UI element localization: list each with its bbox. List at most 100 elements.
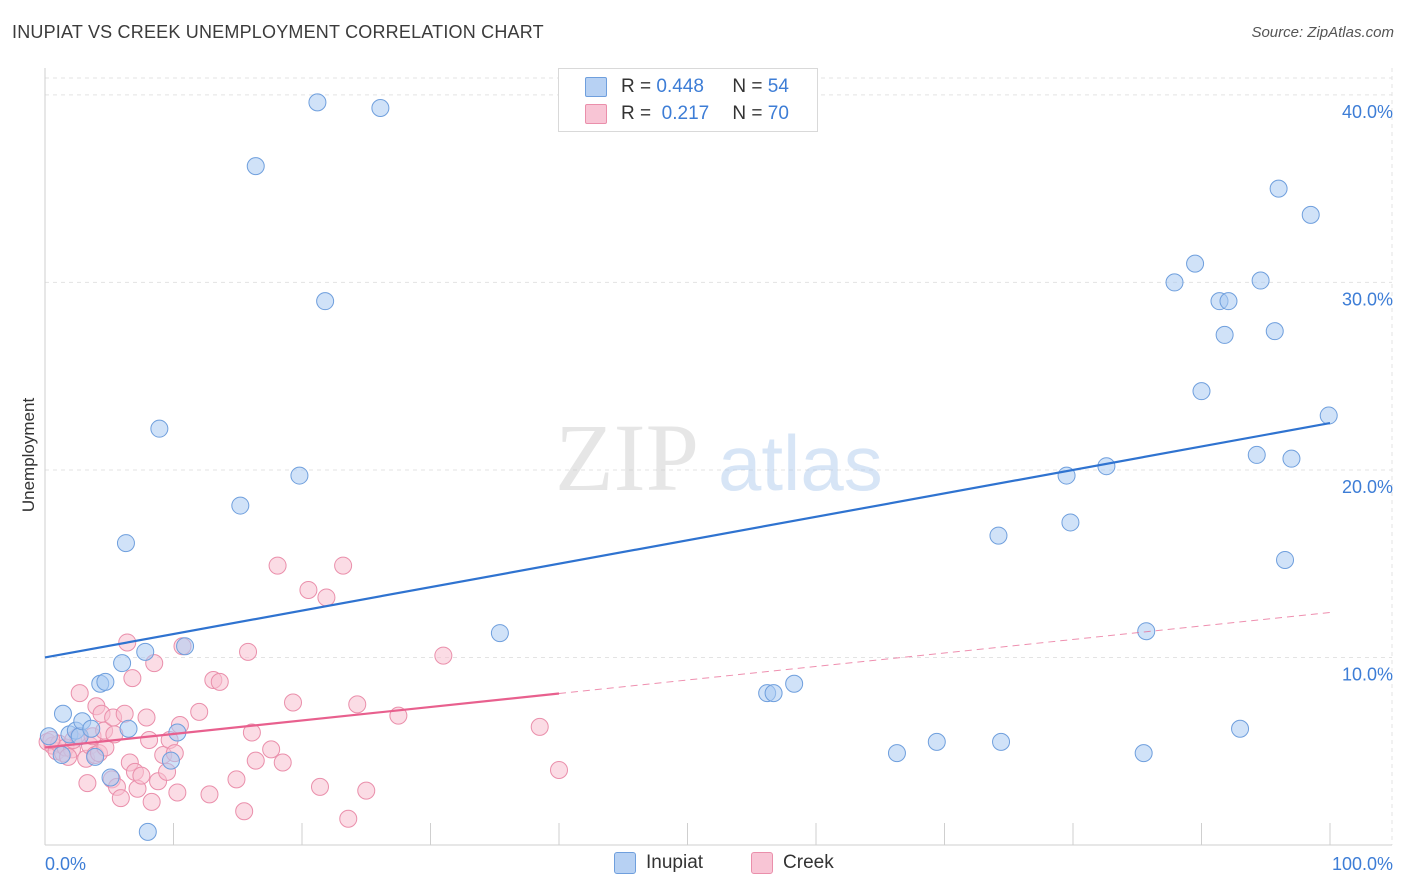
inupiat-point xyxy=(1282,449,1301,468)
inupiat-point xyxy=(161,751,180,770)
creek-point xyxy=(168,783,187,802)
legend-n-label: N = xyxy=(732,76,763,97)
inupiat-point xyxy=(96,672,115,691)
creek-point xyxy=(434,646,453,665)
inupiat-point xyxy=(82,719,101,738)
y-axis-label: Unemployment xyxy=(19,398,38,513)
creek-point xyxy=(235,802,254,821)
inupiat-point xyxy=(785,674,804,693)
inupiat-point xyxy=(1319,406,1338,425)
creek-points xyxy=(38,556,568,828)
legend-swatch-creek xyxy=(751,852,774,874)
inupiat-point xyxy=(1097,457,1116,476)
creek-point xyxy=(357,781,376,800)
y-tick-label: 20.0% xyxy=(1342,477,1393,497)
legend-label-creek: Creek xyxy=(783,852,834,873)
inupiat-point xyxy=(1165,273,1184,292)
creek-point xyxy=(70,684,89,703)
y-tick-label: 10.0% xyxy=(1342,664,1393,684)
creek-point xyxy=(310,777,329,796)
inupiat-point xyxy=(113,654,132,673)
inupiat-point xyxy=(1137,622,1156,641)
inupiat-point xyxy=(1192,382,1211,401)
inupiat-point xyxy=(39,727,58,746)
inupiat-point xyxy=(138,822,157,841)
legend-item-creek[interactable]: Creek xyxy=(751,852,834,874)
legend-item-inupiat[interactable]: Inupiat xyxy=(614,852,703,874)
creek-point xyxy=(210,672,229,691)
creek-point xyxy=(284,693,303,712)
x-tick-label: 0.0% xyxy=(45,854,86,874)
creek-trend-line-extension xyxy=(558,611,1331,694)
inupiat-point xyxy=(764,684,783,703)
inupiat-point xyxy=(246,157,265,176)
creek-point xyxy=(246,751,265,770)
legend-row-creek: R = 0.217 N = 70 xyxy=(585,101,789,127)
creek-point xyxy=(317,588,336,607)
inupiat-point xyxy=(101,768,120,787)
inupiat-point xyxy=(992,732,1011,751)
legend-swatch-creek xyxy=(585,104,607,124)
y-tick-label: 30.0% xyxy=(1342,289,1393,309)
inupiat-point xyxy=(1134,744,1153,763)
inupiat-point xyxy=(1219,292,1238,311)
inupiat-point xyxy=(1301,205,1320,224)
x-tick-label: 100.0% xyxy=(1332,854,1393,874)
legend-r-label: R = xyxy=(621,103,652,124)
creek-point xyxy=(273,753,292,772)
watermark-zip: ZIP xyxy=(555,404,699,511)
inupiat-point xyxy=(1215,325,1234,344)
legend-n-label: N = xyxy=(732,103,763,124)
creek-trend-line xyxy=(44,692,560,749)
legend-label-inupiat: Inupiat xyxy=(646,852,704,873)
legend-r-label: R = xyxy=(621,76,652,97)
creek-point xyxy=(123,669,142,688)
creek-point xyxy=(78,774,97,793)
axes xyxy=(44,68,1392,846)
creek-point xyxy=(190,702,209,721)
inupiat-point xyxy=(231,496,250,515)
creek-point xyxy=(137,708,156,727)
inupiat-point xyxy=(1231,719,1250,738)
creek-point xyxy=(530,717,549,736)
creek-point xyxy=(200,785,219,804)
chart-title: INUPIAT VS CREEK UNEMPLOYMENT CORRELATIO… xyxy=(12,22,544,42)
inupiat-point xyxy=(290,466,309,485)
legend-row-inupiat: R = 0.448 N = 54 xyxy=(585,74,789,100)
creek-point xyxy=(550,760,568,779)
inupiat-point xyxy=(86,747,105,766)
inupiat-point xyxy=(150,419,169,438)
inupiat-point xyxy=(136,642,155,661)
inupiat-point xyxy=(116,534,135,553)
inupiat-point xyxy=(1247,445,1266,464)
creek-point xyxy=(339,809,358,828)
creek-point xyxy=(268,556,287,575)
watermark-atlas: atlas xyxy=(718,419,883,507)
inupiat-point xyxy=(371,99,390,118)
creek-point xyxy=(142,792,161,811)
inupiat-trend-line xyxy=(44,421,1331,659)
series-legend: Inupiat Creek xyxy=(614,852,882,874)
creek-point xyxy=(334,556,353,575)
inupiat-point xyxy=(887,744,906,763)
inupiat-point xyxy=(52,745,71,764)
inupiat-point xyxy=(1265,322,1284,341)
inupiat-point xyxy=(1269,179,1288,198)
legend: R = 0.448 N = 54 R = 0.217 N = 70 xyxy=(558,68,818,132)
creek-point xyxy=(227,770,246,789)
inupiat-point xyxy=(176,637,195,656)
y-tick-label: 40.0% xyxy=(1342,102,1393,122)
creek-point xyxy=(239,642,258,661)
inupiat-point xyxy=(1186,254,1205,273)
legend-swatch-inupiat xyxy=(614,852,636,874)
inupiat-point xyxy=(53,704,72,723)
inupiat-point xyxy=(119,719,138,738)
creek-point xyxy=(132,766,151,785)
watermark: ZIP atlas xyxy=(555,404,883,511)
inupiat-point xyxy=(989,526,1008,545)
legend-r-value: 0.217 xyxy=(656,103,710,124)
creek-point xyxy=(348,695,367,714)
inupiat-point xyxy=(1276,550,1295,569)
inupiat-point xyxy=(490,624,509,643)
